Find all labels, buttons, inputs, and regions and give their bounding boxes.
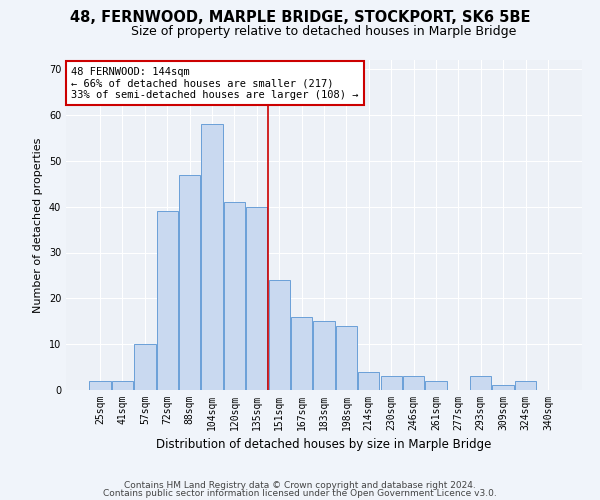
Text: 48, FERNWOOD, MARPLE BRIDGE, STOCKPORT, SK6 5BE: 48, FERNWOOD, MARPLE BRIDGE, STOCKPORT, … [70,10,530,25]
X-axis label: Distribution of detached houses by size in Marple Bridge: Distribution of detached houses by size … [157,438,491,452]
Bar [291,316,312,390]
Bar [336,326,357,390]
Bar [313,322,335,390]
Bar [157,211,178,390]
Bar [269,280,290,390]
Text: Contains HM Land Registry data © Crown copyright and database right 2024.: Contains HM Land Registry data © Crown c… [124,481,476,490]
Text: Contains public sector information licensed under the Open Government Licence v3: Contains public sector information licen… [103,488,497,498]
Bar [470,376,491,390]
Bar [380,376,402,390]
Bar [425,381,446,390]
Bar [224,202,245,390]
Text: 48 FERNWOOD: 144sqm
← 66% of detached houses are smaller (217)
33% of semi-detac: 48 FERNWOOD: 144sqm ← 66% of detached ho… [71,66,359,100]
Bar [403,376,424,390]
Bar [246,206,268,390]
Bar [515,381,536,390]
Bar [179,174,200,390]
Title: Size of property relative to detached houses in Marple Bridge: Size of property relative to detached ho… [131,25,517,38]
Bar [358,372,379,390]
Bar [134,344,155,390]
Bar [89,381,111,390]
Y-axis label: Number of detached properties: Number of detached properties [33,138,43,312]
Bar [202,124,223,390]
Bar [112,381,133,390]
Bar [493,386,514,390]
